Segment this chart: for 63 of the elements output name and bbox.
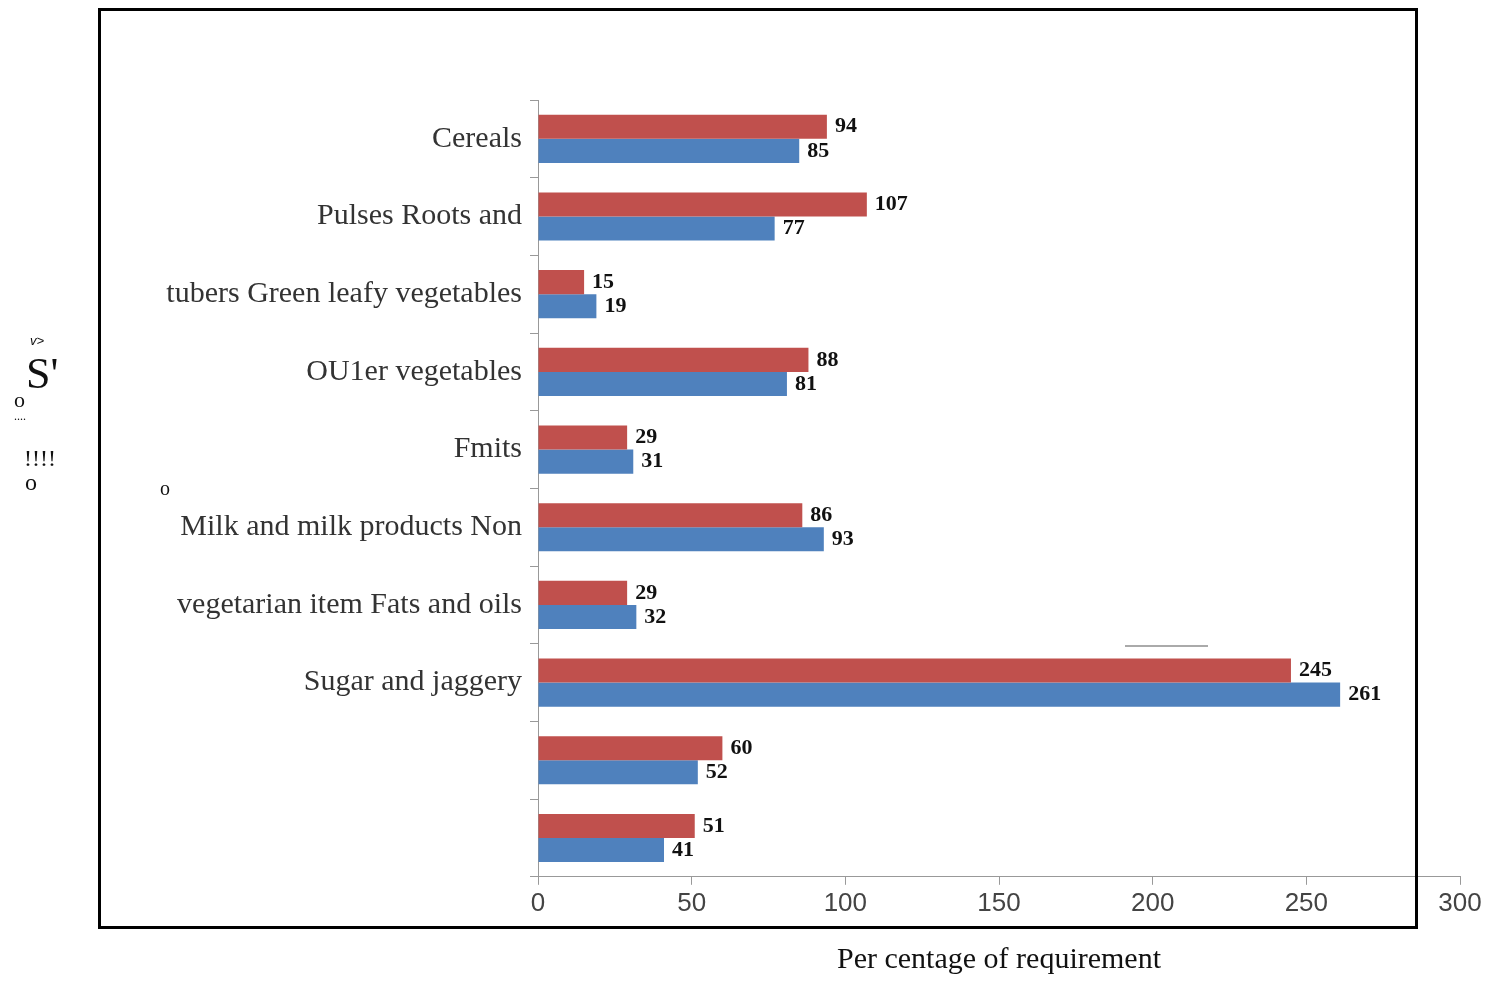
- bar: [538, 114, 827, 139]
- data-label: 31: [641, 447, 664, 473]
- bar: [538, 449, 634, 474]
- data-label: 86: [810, 500, 833, 526]
- x-tick-label: 0: [530, 886, 546, 917]
- data-label: 85: [807, 136, 830, 162]
- bar: [538, 216, 775, 241]
- bar: [538, 294, 597, 319]
- y-tick-label: Milk and milk products Non: [180, 508, 522, 542]
- text: S': [26, 349, 59, 398]
- data-label: 32: [644, 602, 667, 628]
- text: o: [14, 387, 25, 412]
- bar: [538, 527, 824, 552]
- bar: [538, 425, 628, 450]
- data-label: 29: [635, 423, 658, 449]
- data-label: 52: [705, 758, 728, 784]
- x-tick-label: 50: [677, 886, 707, 917]
- data-label: 81: [794, 369, 817, 395]
- text: ....: [14, 409, 26, 423]
- x-tick-label: 200: [1130, 886, 1175, 917]
- data-label: 15: [592, 267, 615, 293]
- data-label: 88: [816, 345, 839, 371]
- bar: [538, 760, 698, 785]
- x-axis-title: Per centage of requirement: [836, 940, 1162, 974]
- bar: [538, 813, 695, 838]
- bar: [538, 837, 665, 863]
- y-tick-label: tubers Green leafy vegetables: [166, 275, 522, 309]
- bar: [538, 270, 585, 295]
- y-tick-label: Pulses Roots and: [316, 197, 522, 231]
- text: !!!!: [24, 445, 56, 471]
- y-tick-label: vegetarian item Fats and oils: [177, 585, 522, 619]
- data-label: 261: [1348, 680, 1382, 706]
- text: v>: [30, 333, 45, 348]
- data-label: 19: [604, 291, 627, 317]
- data-label: 29: [635, 578, 658, 604]
- data-label: 41: [672, 835, 695, 861]
- bar: [538, 347, 809, 372]
- bar: [538, 138, 800, 163]
- bar: [538, 682, 1341, 707]
- bar: [538, 580, 628, 605]
- bar: [538, 736, 723, 761]
- y-tick-label: Cereals: [432, 119, 522, 153]
- bar: [538, 192, 867, 217]
- data-label: 94: [834, 112, 857, 138]
- y-tick-label: Sugar and jaggery: [303, 663, 522, 697]
- bar: [538, 604, 637, 629]
- bar: [538, 371, 787, 396]
- data-label: 60: [730, 733, 753, 759]
- data-label: 107: [874, 190, 908, 216]
- bar: [538, 658, 1291, 683]
- data-label: 51: [702, 811, 725, 837]
- x-tick-label: 100: [823, 886, 868, 917]
- y-tick-label: Fmits: [453, 430, 522, 464]
- bar: [538, 503, 803, 528]
- data-label: 93: [831, 524, 854, 550]
- text: o: [160, 477, 170, 499]
- x-tick-label: 250: [1284, 886, 1329, 917]
- data-label: 245: [1298, 656, 1332, 682]
- y-tick-label: OU1er vegetables: [306, 352, 522, 386]
- x-tick-label: 300: [1438, 886, 1482, 917]
- x-tick-label: 150: [977, 886, 1021, 917]
- data-label: 77: [782, 214, 805, 240]
- text: o: [25, 469, 37, 495]
